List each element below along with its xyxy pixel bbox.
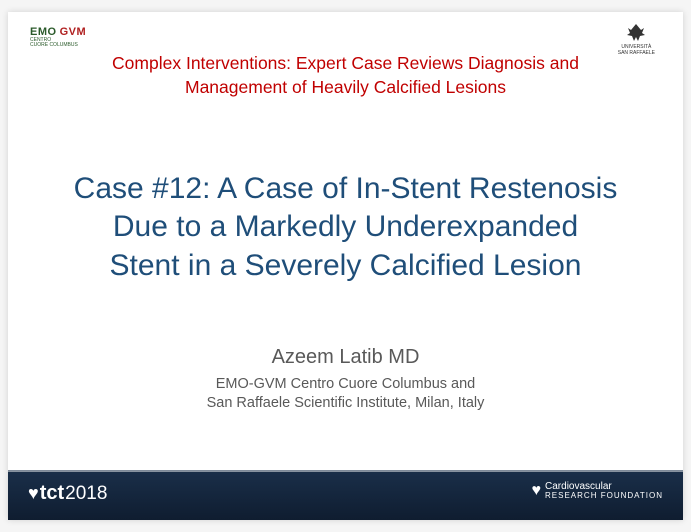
session-title-line2: Management of Heavily Calcified Lesions: [48, 76, 643, 100]
presentation-slide: EMO GVM CENTRO CUORE COLUMBUS UNIVERSITÀ…: [8, 12, 683, 520]
author-block: Azeem Latib MD EMO-GVM Centro Cuore Colu…: [8, 346, 683, 413]
case-title-line2: Due to a Markedly Underexpanded: [28, 208, 663, 246]
author-name: Azeem Latib MD: [8, 346, 683, 369]
case-title-line1: Case #12: A Case of In-Stent Restenosis: [28, 170, 663, 208]
logo-text-gvm: GVM: [60, 26, 87, 38]
footer-year: 2018: [65, 483, 107, 505]
case-title: Case #12: A Case of In-Stent Restenosis …: [8, 170, 683, 285]
eagle-icon: [625, 22, 647, 44]
heart-icon: ♥: [532, 482, 542, 500]
author-affiliation-line2: San Raffaele Scientific Institute, Milan…: [8, 394, 683, 413]
author-affiliation-line1: EMO-GVM Centro Cuore Columbus and: [8, 375, 683, 394]
logo-emo-gvm: EMO GVM CENTRO CUORE COLUMBUS: [30, 26, 86, 38]
session-title: Complex Interventions: Expert Case Revie…: [8, 52, 683, 99]
footer-brand-right: ♥ Cardiovascular RESEARCH FOUNDATION: [532, 482, 663, 500]
case-title-line3: Stent in a Severely Calcified Lesion: [28, 247, 663, 285]
logo-subtext: CENTRO CUORE COLUMBUS: [30, 38, 78, 48]
footer-brand-text: tct: [40, 482, 64, 505]
session-title-line1: Complex Interventions: Expert Case Revie…: [48, 52, 643, 76]
heart-icon: ♥: [28, 483, 39, 504]
footer-brand-left: ♥ tct 2018: [28, 482, 107, 505]
crf-text: Cardiovascular RESEARCH FOUNDATION: [545, 482, 663, 500]
slide-footer: ♥ tct 2018 ♥ Cardiovascular RESEARCH FOU…: [8, 470, 683, 520]
logo-san-raffaele: UNIVERSITÀ SAN RAFFAELE: [618, 22, 655, 56]
